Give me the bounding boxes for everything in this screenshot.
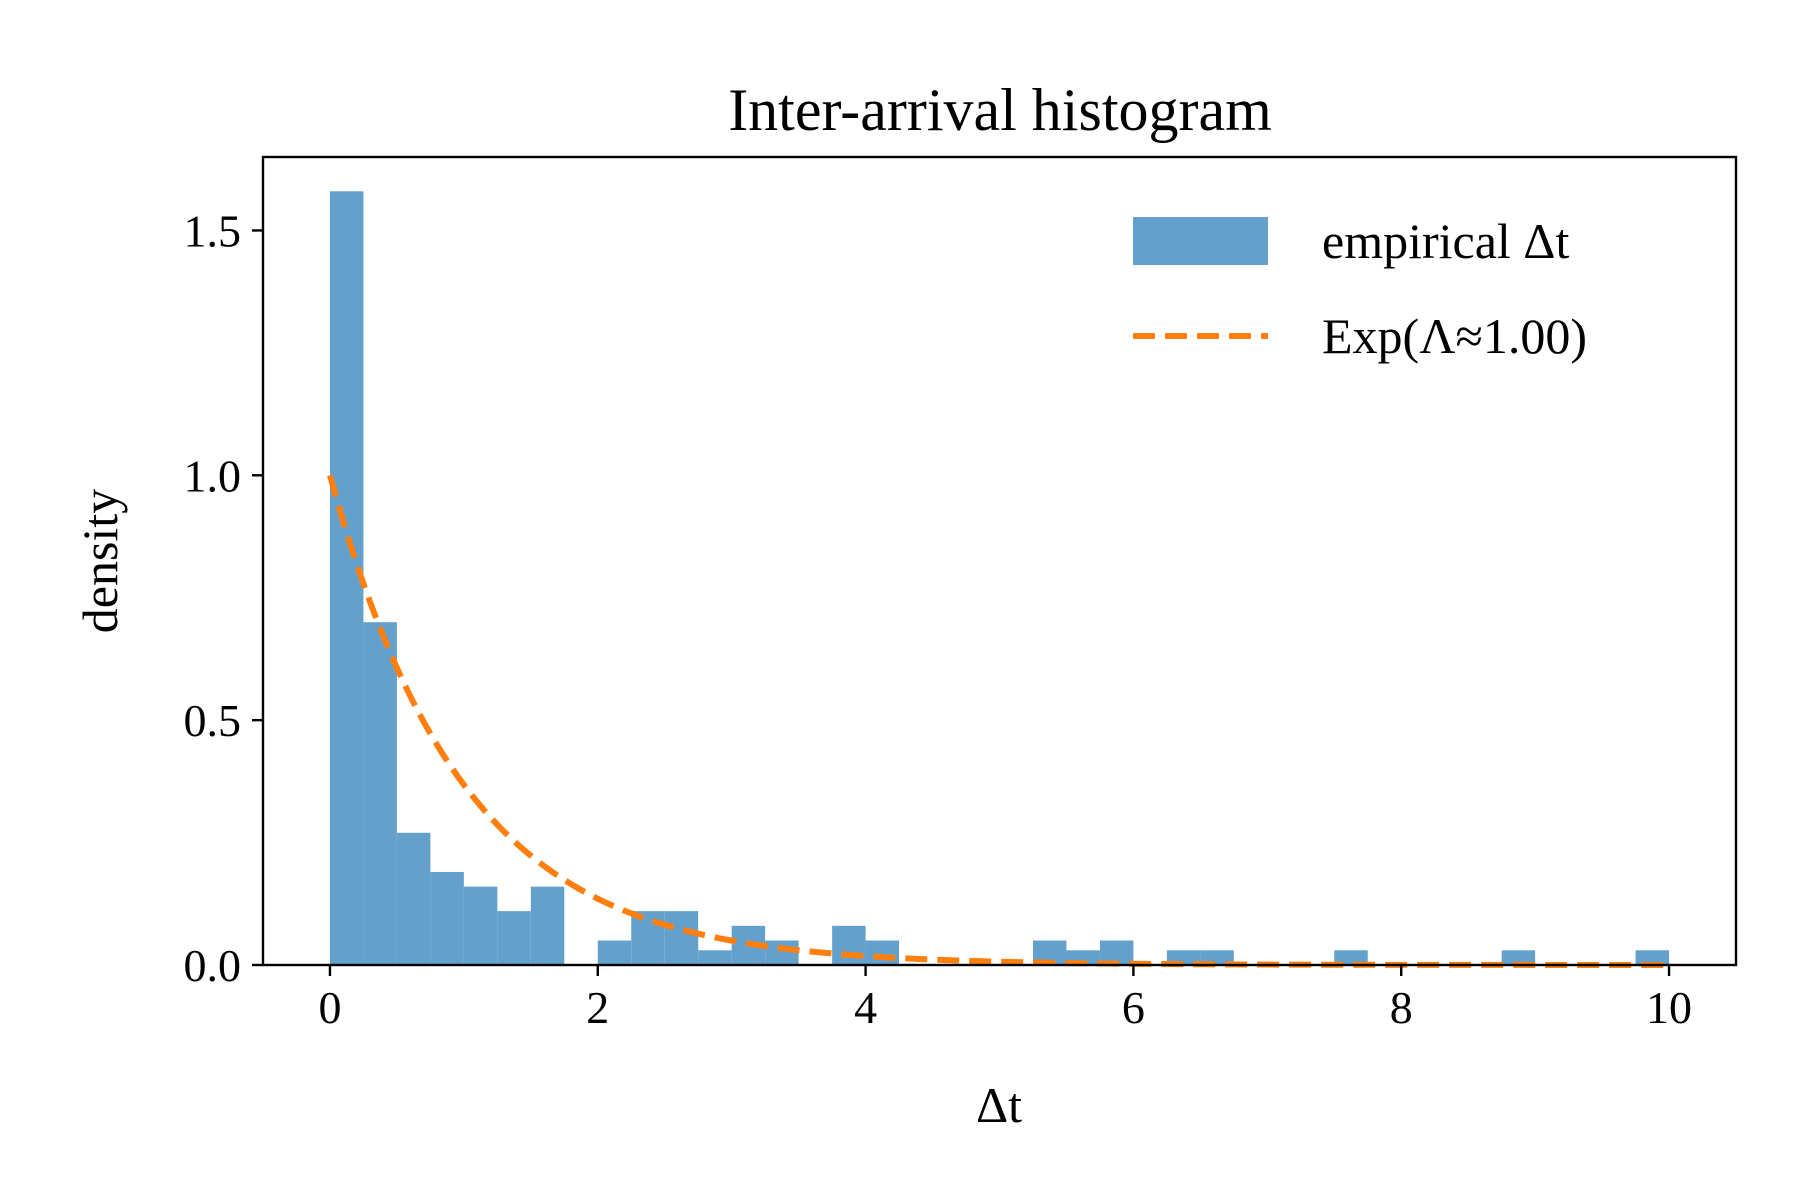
y-tick-label-2: 1.0 [184, 450, 242, 501]
y-axis-ticks: 0.0 0.5 1.0 1.5 [184, 205, 263, 991]
histogram-bar-0 [329, 191, 364, 965]
y-tick-label-1: 0.5 [184, 695, 242, 746]
histogram-bar-20 [1334, 950, 1368, 965]
x-tick-label-5: 10 [1646, 982, 1692, 1033]
x-axis-ticks: 0 2 4 6 8 10 [318, 965, 1692, 1033]
histogram-bar-2 [396, 832, 431, 965]
legend: empirical Δt Exp(Λ≈1.00) [1133, 213, 1587, 364]
histogram-bar-9 [664, 911, 699, 965]
x-tick-label-1: 2 [586, 982, 609, 1033]
plot-frame [261, 155, 1738, 967]
y-axis-label: density [72, 489, 128, 633]
histogram-bar-14 [865, 940, 900, 965]
histogram-bar-3 [430, 871, 464, 965]
exp-fit-curve [327, 474, 1670, 968]
x-axis-label: Δt [976, 1077, 1022, 1133]
legend-label-empirical: empirical Δt [1322, 213, 1569, 269]
histogram-bars [329, 191, 1670, 965]
legend-label-exp-curve: Exp(Λ≈1.00) [1322, 308, 1587, 364]
histogram-bar-1 [363, 622, 397, 965]
chart-title: Inter-arrival histogram [728, 77, 1272, 143]
histogram-bar-8 [631, 911, 665, 965]
x-tick-label-4: 8 [1390, 982, 1413, 1033]
histogram-bar-5 [497, 911, 531, 965]
histogram-bar-12 [765, 940, 799, 965]
histogram-bar-10 [698, 950, 732, 965]
histogram-bar-7 [597, 940, 632, 965]
histogram-bar-22 [1635, 950, 1670, 965]
y-tick-label-3: 1.5 [184, 205, 242, 256]
x-tick-label-0: 0 [318, 982, 341, 1033]
legend-swatch-empirical [1133, 217, 1268, 265]
histogram-bar-6 [530, 886, 565, 965]
histogram-bar-4 [463, 886, 498, 965]
histogram-bar-13 [832, 925, 866, 965]
x-tick-label-2: 4 [854, 982, 877, 1033]
x-tick-label-3: 6 [1122, 982, 1145, 1033]
y-tick-label-0: 0.0 [184, 940, 242, 991]
exp-curve-layer [327, 474, 1670, 968]
histogram-bar-21 [1501, 950, 1536, 965]
